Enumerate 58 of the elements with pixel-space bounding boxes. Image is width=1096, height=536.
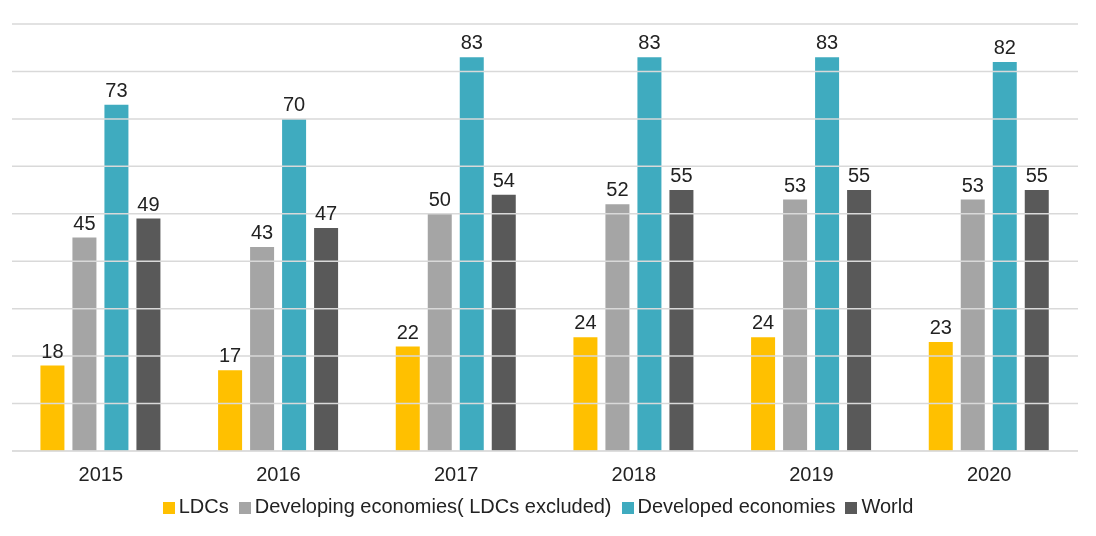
bar <box>40 365 65 451</box>
x-tick-label: 2018 <box>611 463 657 486</box>
data-label: 18 <box>41 339 64 362</box>
bar <box>218 370 243 451</box>
bar <box>104 104 129 451</box>
data-label: 52 <box>606 178 629 201</box>
bar <box>992 61 1017 451</box>
data-label: 24 <box>751 311 775 334</box>
bar <box>751 337 776 451</box>
x-tick-label: 2020 <box>966 463 1012 486</box>
bar <box>637 57 662 451</box>
x-tick-label: 2019 <box>789 463 834 486</box>
bar <box>815 57 840 451</box>
data-label: 73 <box>105 78 128 101</box>
data-label: 22 <box>396 320 419 343</box>
bar <box>136 218 161 451</box>
bar <box>573 337 598 451</box>
bar <box>395 346 420 451</box>
bar <box>491 194 516 451</box>
bar <box>427 213 452 451</box>
data-label: 43 <box>250 220 274 243</box>
bar <box>960 199 985 451</box>
data-label: 83 <box>815 31 839 54</box>
data-label: 55 <box>1025 164 1048 187</box>
data-label: 83 <box>460 31 483 54</box>
data-label: 24 <box>574 311 597 334</box>
data-label: 23 <box>929 315 952 338</box>
data-label: 82 <box>993 35 1016 58</box>
data-label: 54 <box>492 168 515 191</box>
x-tick-label: 2016 <box>256 463 301 486</box>
legend-label: LDCs <box>178 495 229 517</box>
data-label: 55 <box>670 164 693 187</box>
legend-label: World <box>861 495 914 517</box>
x-tick-label: 2015 <box>78 463 124 486</box>
data-label: 17 <box>218 344 242 367</box>
bar <box>847 190 872 451</box>
data-label: 45 <box>73 211 96 234</box>
data-label: 70 <box>282 92 306 115</box>
x-tick-label: 2017 <box>433 463 479 486</box>
bar <box>250 246 275 451</box>
bar <box>605 204 630 451</box>
bar <box>1024 190 1049 451</box>
bar <box>314 228 339 451</box>
legend-label: Developed economies <box>637 495 836 517</box>
bar <box>72 237 97 451</box>
bar <box>459 57 484 451</box>
bar <box>783 199 808 451</box>
data-label: 47 <box>314 202 338 225</box>
bar <box>669 190 694 451</box>
bar <box>928 341 953 451</box>
legend-label: Developing economies( LDCs excluded) <box>254 495 612 517</box>
data-label: 50 <box>428 187 451 210</box>
bar <box>282 118 307 451</box>
data-label: 53 <box>783 173 807 196</box>
data-label: 55 <box>847 164 871 187</box>
data-label: 53 <box>961 173 984 196</box>
data-label: 83 <box>638 31 661 54</box>
data-label: 49 <box>137 192 160 215</box>
